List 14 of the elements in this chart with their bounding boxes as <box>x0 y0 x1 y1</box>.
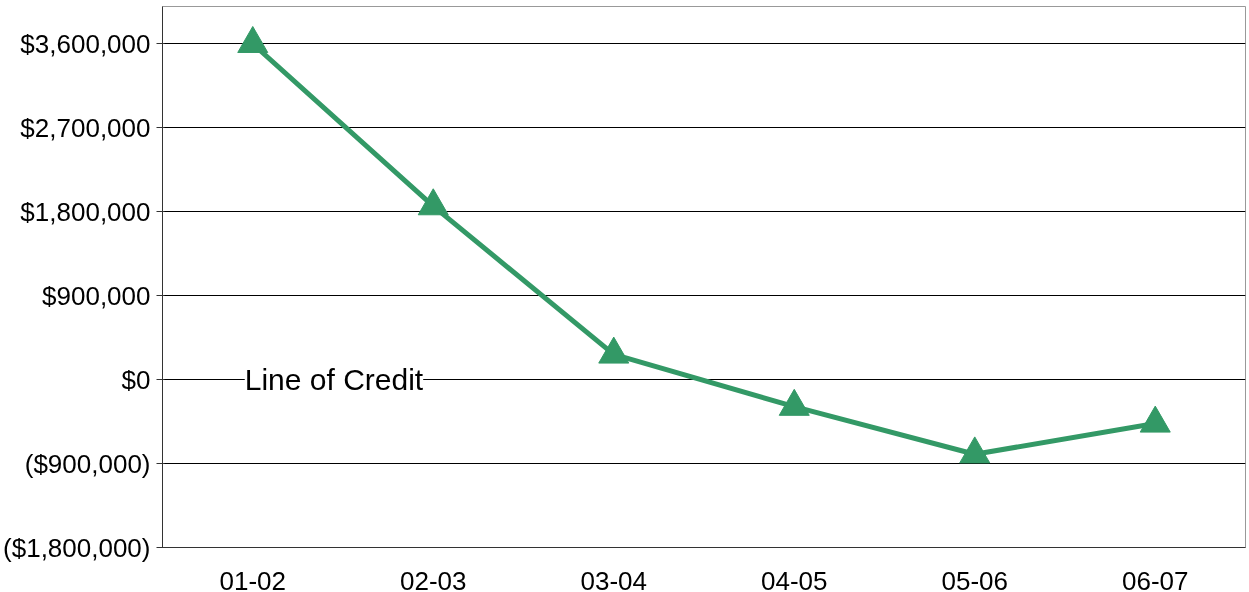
y-tick-label: $900,000 <box>42 280 151 311</box>
y-tick-label: $3,600,000 <box>20 28 151 59</box>
y-tick-label: $0 <box>121 364 151 395</box>
x-tick-label: 06-07 <box>1122 565 1189 592</box>
y-tick-label: $2,700,000 <box>20 112 151 143</box>
y-tick-label: ($900,000) <box>24 448 151 479</box>
x-tick-label: 01-02 <box>219 565 286 592</box>
x-tick-label: 02-03 <box>400 565 467 592</box>
y-tick-label: $1,800,000 <box>20 196 151 227</box>
annotation: Line of Credit <box>244 363 424 397</box>
x-tick-label: 05-06 <box>941 565 1008 592</box>
x-tick-label: 04-05 <box>761 565 828 592</box>
x-tick-label: 03-04 <box>580 565 647 592</box>
y-tick-label: ($1,800,000) <box>3 532 151 563</box>
